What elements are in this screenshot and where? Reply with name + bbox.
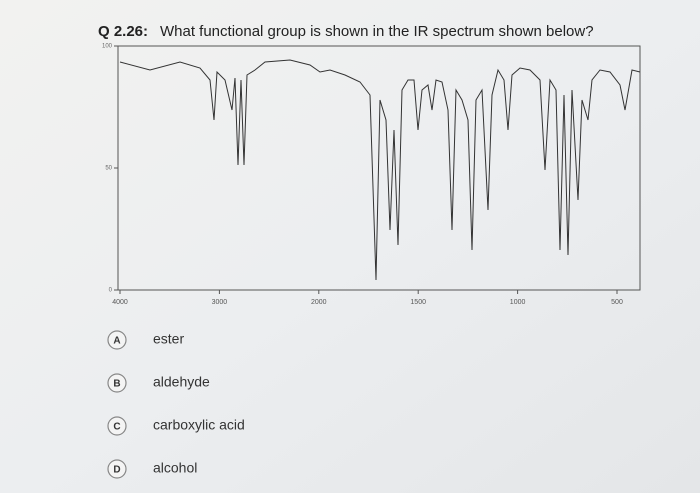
y-tick-label: 100 bbox=[102, 44, 113, 50]
option-text[interactable]: alcohol bbox=[153, 460, 197, 476]
question-number: Q 2.26: bbox=[98, 23, 148, 40]
x-tick-label: 2000 bbox=[311, 299, 327, 306]
option-text[interactable]: aldehyde bbox=[153, 374, 210, 390]
option-letter[interactable]: C bbox=[113, 422, 120, 433]
option-letter[interactable]: D bbox=[113, 465, 120, 476]
option-text[interactable]: carboxylic acid bbox=[153, 417, 245, 433]
spectrum-curve bbox=[119, 59, 641, 281]
option-letter[interactable]: A bbox=[113, 336, 120, 347]
option-letter[interactable]: B bbox=[113, 379, 120, 390]
y-tick-label: 50 bbox=[105, 166, 112, 172]
x-tick-label: 3000 bbox=[212, 299, 228, 306]
option-circle[interactable] bbox=[107, 416, 127, 436]
question-text: What functional group is shown in the IR… bbox=[160, 23, 594, 40]
x-tick-label: 1500 bbox=[410, 299, 426, 306]
x-tick-label: 500 bbox=[611, 299, 623, 306]
y-tick-label: 0 bbox=[109, 288, 113, 294]
x-tick-label: 1000 bbox=[510, 299, 526, 306]
x-tick-label: 4000 bbox=[112, 299, 128, 306]
option-circle[interactable] bbox=[107, 459, 127, 479]
option-text[interactable]: ester bbox=[153, 331, 184, 347]
option-circle[interactable] bbox=[107, 373, 127, 393]
option-circle[interactable] bbox=[107, 330, 127, 350]
